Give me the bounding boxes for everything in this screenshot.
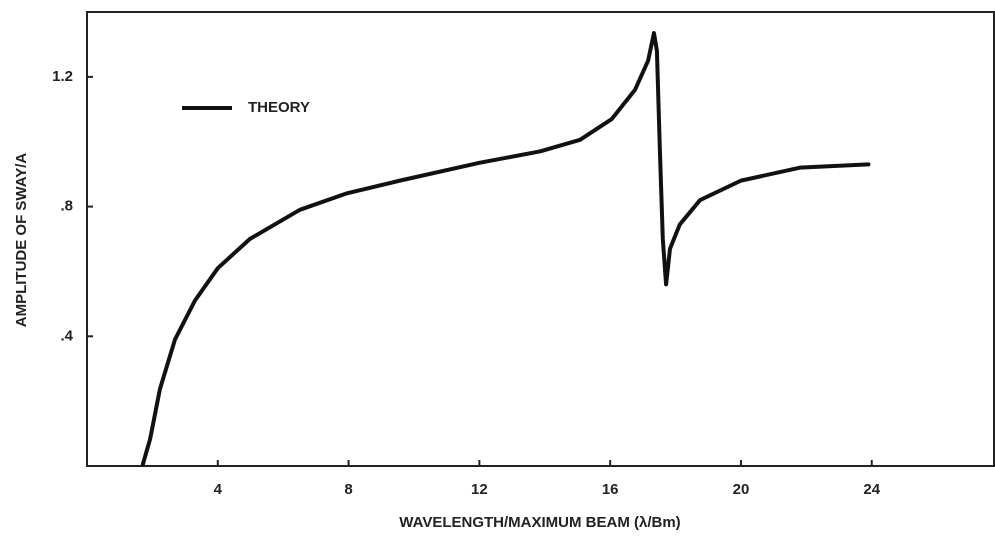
x-axis-label: WAVELENGTH/MAXIMUM BEAM (λ/Bm) [399,514,680,531]
legend-label: THEORY [248,99,310,116]
plot-frame [86,11,995,467]
x-tick-label: 12 [471,481,488,498]
y-tick-label: 1.2 [52,68,73,85]
y-axis-label: AMPLITUDE OF SWAY/A [13,153,30,328]
y-tick-label: .4 [60,327,73,344]
x-tick-label: 20 [733,481,750,498]
x-tick-label: 16 [602,481,619,498]
x-tick-label: 4 [214,481,223,498]
line-series [140,31,871,467]
x-tick-label: 8 [344,481,352,498]
x-tick-label: 24 [863,481,880,498]
y-tick-label: .8 [60,198,73,215]
